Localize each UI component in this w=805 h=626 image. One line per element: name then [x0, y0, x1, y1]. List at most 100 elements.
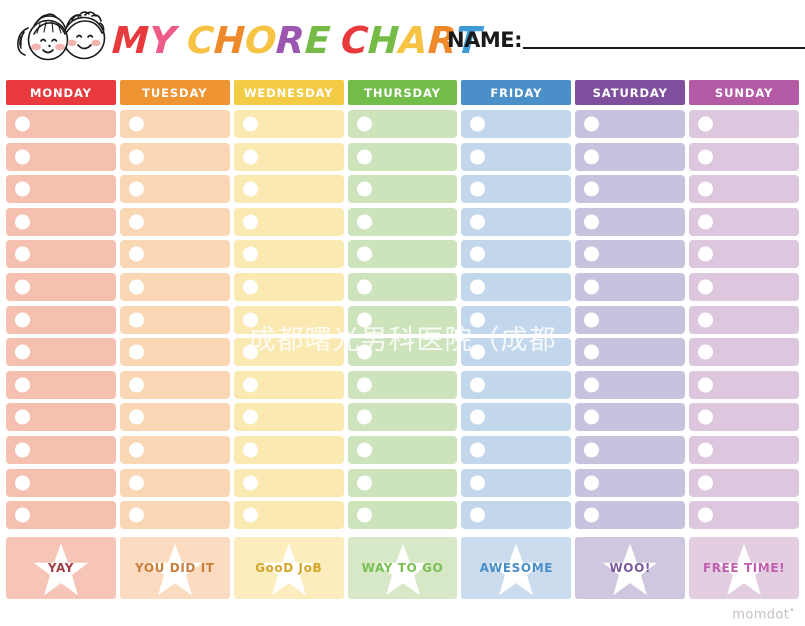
checkbox-circle-icon[interactable] — [128, 507, 144, 523]
task-cell-monday[interactable] — [6, 240, 116, 269]
task-cell-thursday[interactable] — [347, 240, 458, 269]
task-cell-friday[interactable] — [461, 110, 572, 138]
task-cell-tuesday[interactable] — [119, 272, 230, 301]
day-header-sunday[interactable]: SUNDAY — [689, 80, 800, 105]
task-cell-monday[interactable] — [6, 468, 116, 497]
checkbox-circle-icon[interactable] — [584, 312, 600, 328]
checkbox-circle-icon[interactable] — [15, 312, 30, 328]
task-cell-tuesday[interactable] — [119, 501, 230, 530]
task-cell-sunday[interactable] — [689, 501, 800, 530]
checkbox-circle-icon[interactable] — [128, 442, 144, 458]
task-cell-sunday[interactable] — [689, 175, 800, 204]
task-cell-saturday[interactable] — [575, 338, 686, 367]
checkbox-circle-icon[interactable] — [128, 246, 144, 262]
checkbox-circle-icon[interactable] — [698, 312, 714, 328]
task-cell-thursday[interactable] — [347, 468, 458, 497]
checkbox-circle-icon[interactable] — [584, 475, 600, 491]
checkbox-circle-icon[interactable] — [698, 214, 714, 230]
checkbox-circle-icon[interactable] — [242, 409, 258, 425]
checkbox-circle-icon[interactable] — [356, 442, 372, 458]
task-cell-thursday[interactable] — [347, 403, 458, 432]
checkbox-circle-icon[interactable] — [698, 442, 714, 458]
task-cell-monday[interactable] — [6, 403, 116, 432]
checkbox-circle-icon[interactable] — [242, 442, 258, 458]
checkbox-circle-icon[interactable] — [128, 344, 144, 360]
reward-cell-friday[interactable]: AWESOME — [461, 536, 572, 599]
task-cell-wednesday[interactable] — [233, 338, 344, 367]
checkbox-circle-icon[interactable] — [242, 149, 258, 165]
task-cell-saturday[interactable] — [575, 207, 686, 236]
reward-cell-sunday[interactable]: FREE TIME! — [689, 536, 800, 599]
checkbox-circle-icon[interactable] — [584, 344, 600, 360]
checkbox-circle-icon[interactable] — [698, 344, 714, 360]
task-cell-friday[interactable] — [461, 435, 572, 464]
checkbox-circle-icon[interactable] — [128, 377, 144, 393]
checkbox-circle-icon[interactable] — [356, 475, 372, 491]
task-cell-tuesday[interactable] — [119, 370, 230, 399]
task-cell-wednesday[interactable] — [233, 403, 344, 432]
task-cell-saturday[interactable] — [575, 110, 686, 138]
task-cell-friday[interactable] — [461, 468, 572, 497]
checkbox-circle-icon[interactable] — [356, 377, 372, 393]
checkbox-circle-icon[interactable] — [698, 279, 714, 295]
task-cell-wednesday[interactable] — [233, 175, 344, 204]
task-cell-tuesday[interactable] — [119, 142, 230, 171]
task-cell-thursday[interactable] — [347, 305, 458, 334]
task-cell-saturday[interactable] — [575, 468, 686, 497]
checkbox-circle-icon[interactable] — [584, 181, 600, 197]
checkbox-circle-icon[interactable] — [470, 475, 486, 491]
checkbox-circle-icon[interactable] — [698, 507, 714, 523]
checkbox-circle-icon[interactable] — [242, 214, 258, 230]
task-cell-thursday[interactable] — [347, 501, 458, 530]
checkbox-circle-icon[interactable] — [15, 344, 30, 360]
checkbox-circle-icon[interactable] — [242, 312, 258, 328]
task-cell-friday[interactable] — [461, 272, 572, 301]
checkbox-circle-icon[interactable] — [242, 246, 258, 262]
checkbox-circle-icon[interactable] — [698, 409, 714, 425]
task-cell-tuesday[interactable] — [119, 240, 230, 269]
task-cell-friday[interactable] — [461, 403, 572, 432]
task-cell-wednesday[interactable] — [233, 272, 344, 301]
task-cell-monday[interactable] — [6, 142, 116, 171]
checkbox-circle-icon[interactable] — [584, 246, 600, 262]
checkbox-circle-icon[interactable] — [584, 116, 600, 132]
task-cell-thursday[interactable] — [347, 435, 458, 464]
task-cell-saturday[interactable] — [575, 435, 686, 464]
checkbox-circle-icon[interactable] — [15, 409, 30, 425]
task-cell-friday[interactable] — [461, 142, 572, 171]
reward-cell-wednesday[interactable]: GooD JoB — [233, 536, 344, 599]
task-cell-saturday[interactable] — [575, 142, 686, 171]
checkbox-circle-icon[interactable] — [242, 475, 258, 491]
checkbox-circle-icon[interactable] — [128, 312, 144, 328]
task-cell-thursday[interactable] — [347, 272, 458, 301]
checkbox-circle-icon[interactable] — [15, 149, 30, 165]
checkbox-circle-icon[interactable] — [128, 181, 144, 197]
checkbox-circle-icon[interactable] — [242, 344, 258, 360]
task-cell-wednesday[interactable] — [233, 435, 344, 464]
checkbox-circle-icon[interactable] — [698, 475, 714, 491]
task-cell-wednesday[interactable] — [233, 207, 344, 236]
task-cell-thursday[interactable] — [347, 338, 458, 367]
task-cell-tuesday[interactable] — [119, 403, 230, 432]
task-cell-sunday[interactable] — [689, 142, 800, 171]
task-cell-wednesday[interactable] — [233, 501, 344, 530]
task-cell-thursday[interactable] — [347, 110, 458, 138]
checkbox-circle-icon[interactable] — [356, 116, 372, 132]
task-cell-wednesday[interactable] — [233, 468, 344, 497]
task-cell-monday[interactable] — [6, 207, 116, 236]
checkbox-circle-icon[interactable] — [15, 442, 30, 458]
day-header-monday[interactable]: MONDAY — [6, 80, 116, 105]
task-cell-sunday[interactable] — [689, 403, 800, 432]
day-header-tuesday[interactable]: TUESDAY — [119, 80, 230, 105]
task-cell-saturday[interactable] — [575, 305, 686, 334]
checkbox-circle-icon[interactable] — [584, 214, 600, 230]
task-cell-sunday[interactable] — [689, 370, 800, 399]
task-cell-friday[interactable] — [461, 207, 572, 236]
task-cell-monday[interactable] — [6, 338, 116, 367]
checkbox-circle-icon[interactable] — [15, 116, 30, 132]
task-cell-friday[interactable] — [461, 338, 572, 367]
checkbox-circle-icon[interactable] — [470, 377, 486, 393]
checkbox-circle-icon[interactable] — [15, 279, 30, 295]
reward-cell-saturday[interactable]: WOO! — [575, 536, 686, 599]
checkbox-circle-icon[interactable] — [356, 409, 372, 425]
